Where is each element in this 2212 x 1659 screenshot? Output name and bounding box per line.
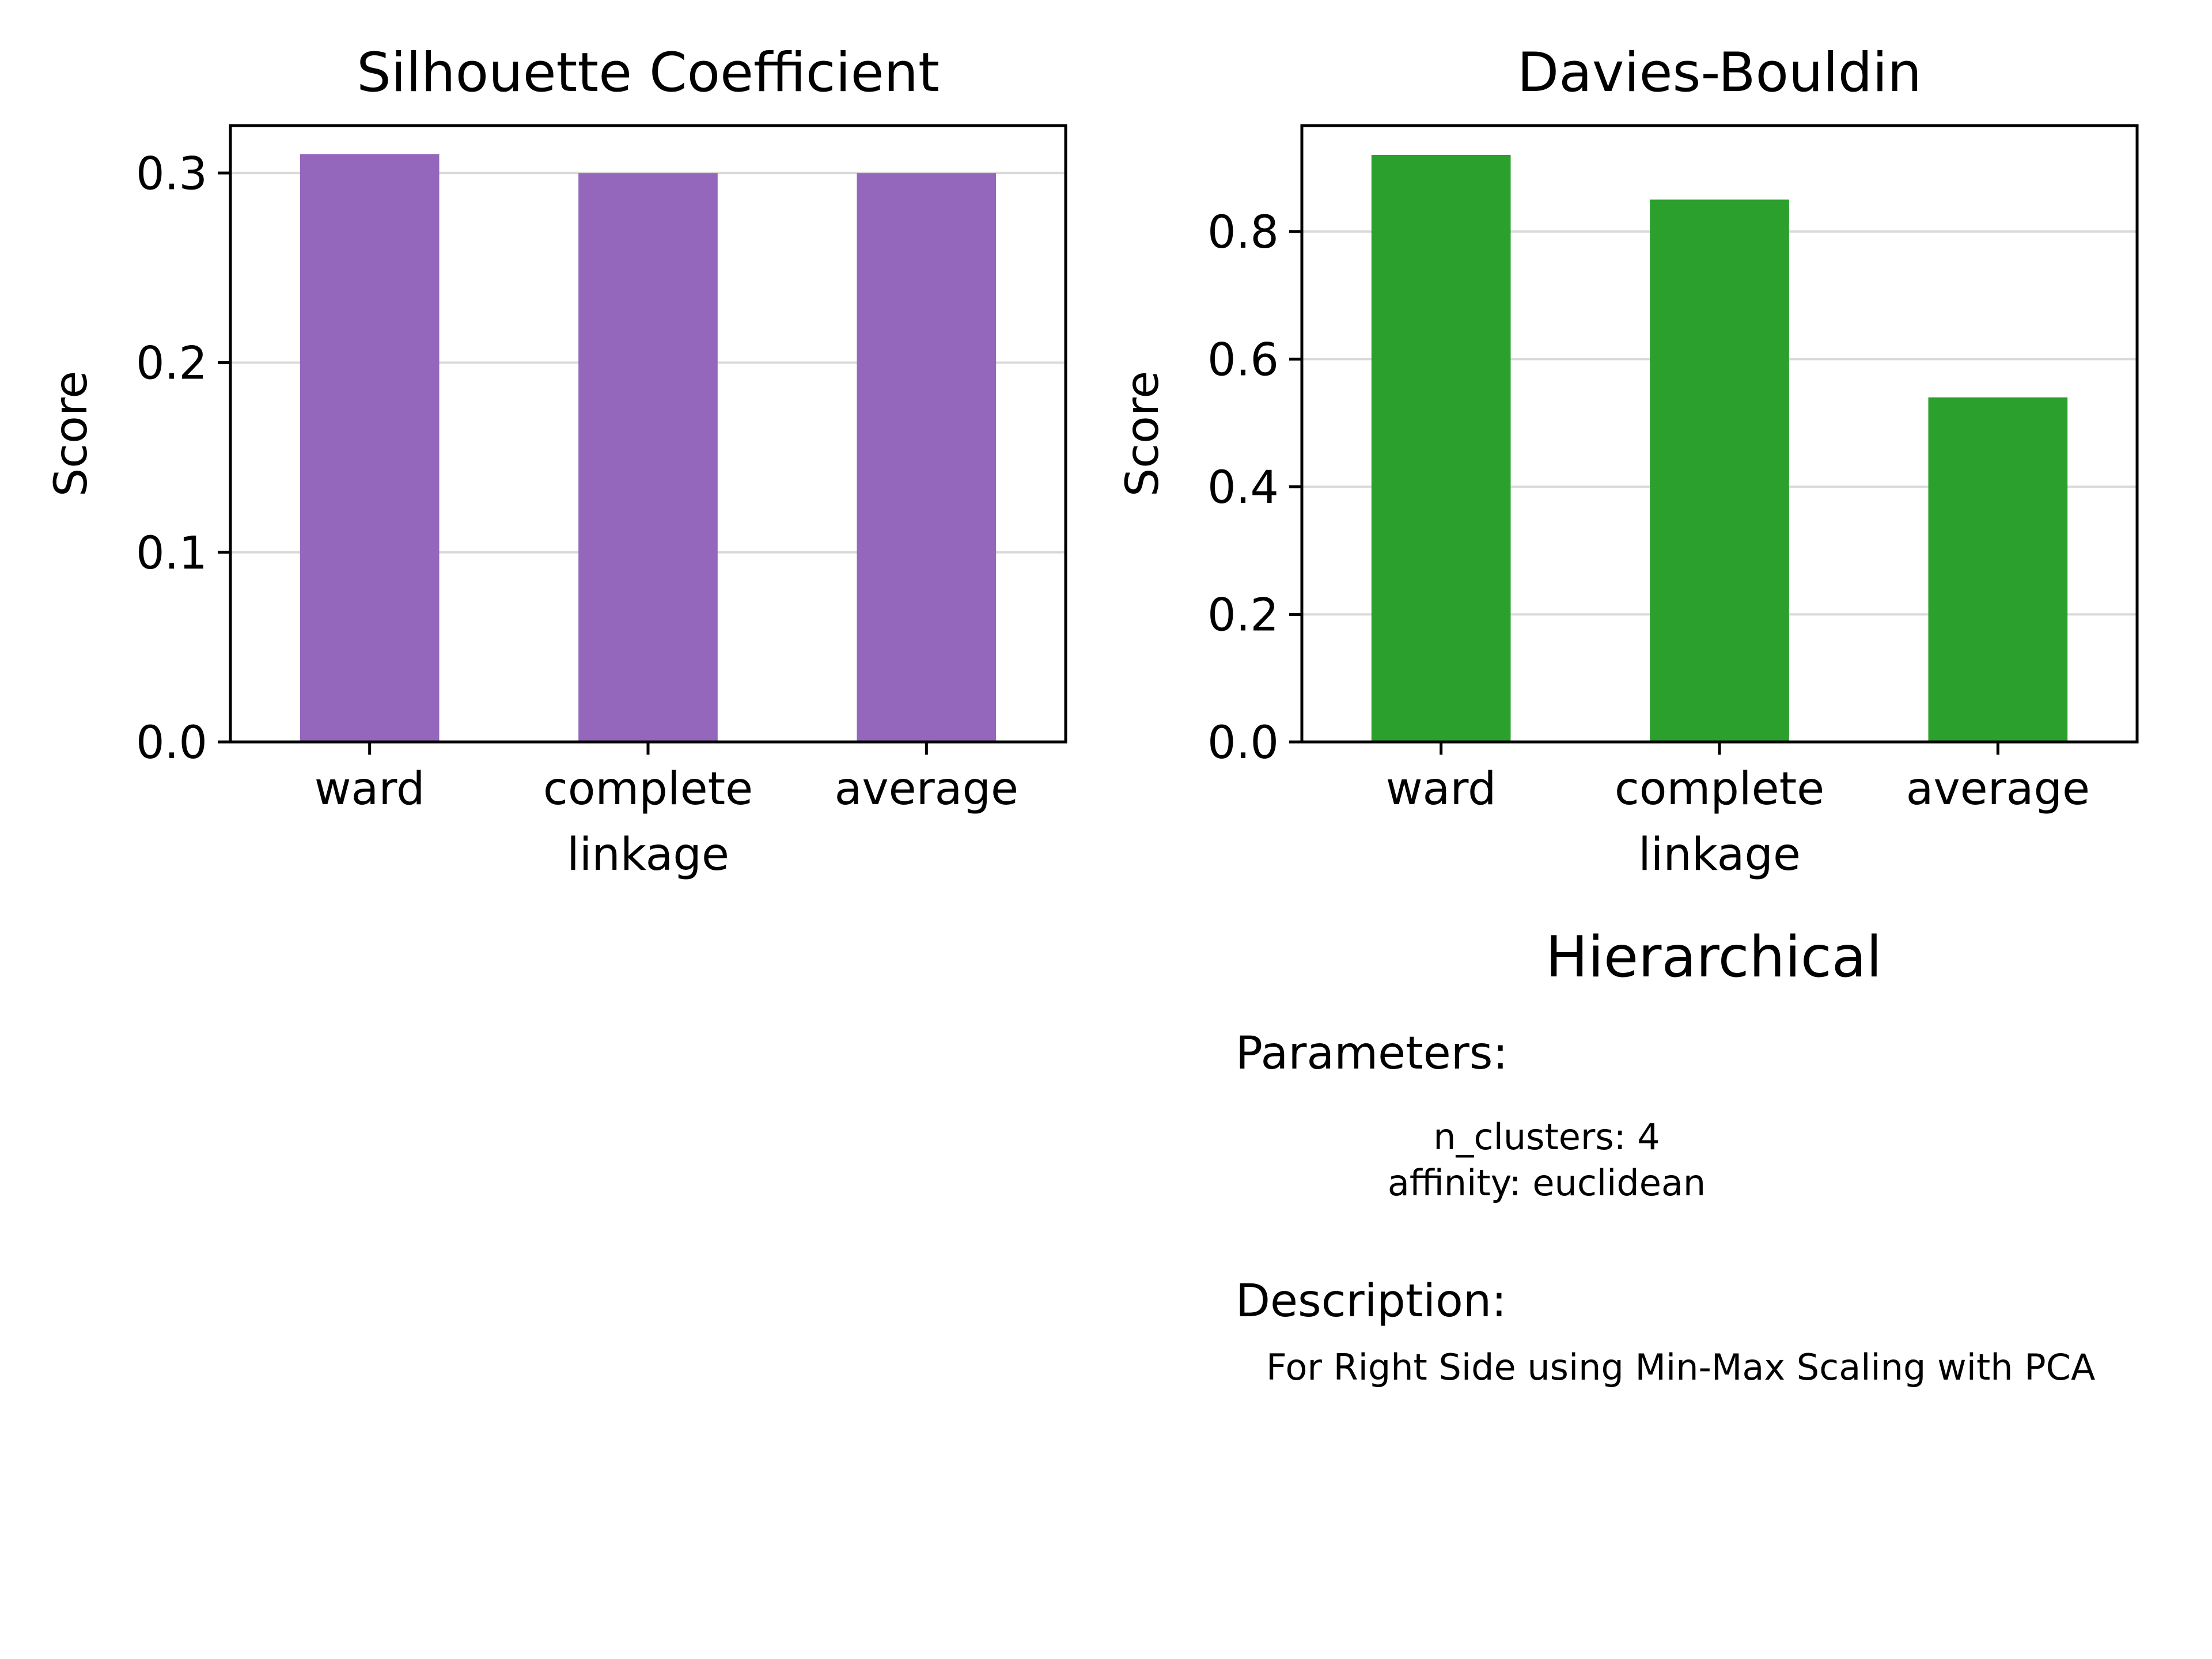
description-heading: Description: xyxy=(1236,1275,1507,1327)
y-tick-label: 0.2 xyxy=(136,338,207,390)
y-tick-label: 0.8 xyxy=(1207,207,1279,259)
info-title: Hierarchical xyxy=(1546,925,1882,990)
parameter-line: n_clusters: 4 xyxy=(1433,1116,1660,1158)
x-tick-label: ward xyxy=(1386,763,1497,815)
parameters-heading: Parameters: xyxy=(1236,1028,1508,1080)
chart-title: Davies-Bouldin xyxy=(1517,41,1922,104)
x-tick-label: complete xyxy=(1615,763,1824,815)
bar xyxy=(1371,154,1511,742)
x-tick-label: complete xyxy=(543,763,753,815)
info-panel: Hierarchical Parameters: n_clusters: 4 a… xyxy=(1236,925,2095,1388)
davies-bouldin-chart: 0.0 0.2 0.4 0.6 0.8 ward complete average linkag… xyxy=(1117,41,2139,881)
bar xyxy=(1928,397,2068,742)
y-axis-label: Score xyxy=(46,371,97,497)
description-text: For Right Side using Min-Max Scaling wit… xyxy=(1266,1346,2095,1388)
y-tick-label: 0.2 xyxy=(1207,589,1279,641)
y-tick-label: 0.3 xyxy=(136,148,207,200)
chart-title: Silhouette Coefficient xyxy=(357,41,940,104)
y-axis-label: Score xyxy=(1117,371,1169,497)
x-tick-label: average xyxy=(1906,763,2090,815)
x-tick-label: average xyxy=(835,763,1018,815)
x-tick-label: ward xyxy=(315,763,425,815)
y-tick-label: 0.6 xyxy=(1207,334,1279,386)
y-tick-label: 0.0 xyxy=(1207,717,1279,769)
silhouette-chart: 0.0 0.1 0.2 0.3 ward complete average linkage Sc… xyxy=(46,41,1067,881)
bar xyxy=(857,173,997,742)
x-axis-label: linkage xyxy=(567,829,729,881)
bar xyxy=(578,173,718,742)
parameter-line: affinity: euclidean xyxy=(1388,1162,1706,1204)
x-axis-label: linkage xyxy=(1638,829,1801,881)
y-tick-label: 0.1 xyxy=(136,528,207,579)
bar xyxy=(300,154,440,742)
y-tick-label: 0.4 xyxy=(1207,462,1279,514)
y-tick-label: 0.0 xyxy=(136,717,207,769)
bar xyxy=(1650,199,1789,742)
